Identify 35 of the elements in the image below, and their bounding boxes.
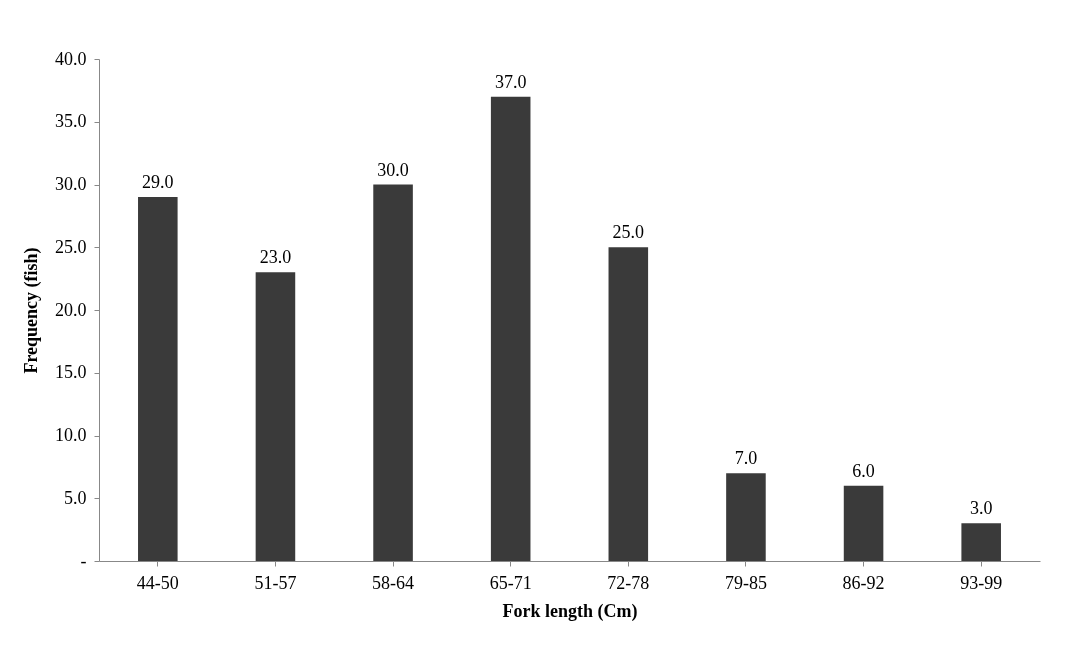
bar <box>608 247 649 561</box>
x-axis-title: Fork length (Cm) <box>502 600 638 622</box>
data-label: 29.0 <box>142 172 174 193</box>
bar <box>843 485 884 561</box>
x-tick-label: 72-78 <box>607 572 650 593</box>
y-tick-label: 10.0 <box>55 425 87 445</box>
y-tick-label: 35.0 <box>55 111 87 132</box>
bar <box>255 272 296 561</box>
data-label: 25.0 <box>612 222 645 243</box>
y-tick-label: 15.0 <box>55 362 87 383</box>
x-tick-label: 79-85 <box>724 572 767 593</box>
y-tick-label: 25.0 <box>55 236 87 257</box>
y-axis-title: Frequency (fish) <box>21 247 42 374</box>
data-label: 30.0 <box>377 159 409 180</box>
bar <box>490 96 531 561</box>
x-tick-label: 93-99 <box>960 572 1003 593</box>
bar <box>138 197 178 561</box>
y-tick-label: 30.0 <box>55 174 87 194</box>
bar <box>726 473 766 561</box>
y-tick-label: 5.0 <box>64 487 87 508</box>
data-label: 37.0 <box>494 71 527 92</box>
x-tick-label: 65-71 <box>489 572 532 593</box>
x-tick-label: 44-50 <box>136 572 179 593</box>
x-tick-label: 51-57 <box>254 572 297 593</box>
bar <box>961 523 1001 561</box>
data-label: 23.0 <box>259 247 292 268</box>
x-tick-label: 58-64 <box>372 572 415 593</box>
y-tick-label: 40.0 <box>55 48 87 69</box>
y-tick-label: - <box>80 550 87 571</box>
bar <box>373 184 413 561</box>
data-label: 6.0 <box>852 460 875 481</box>
x-tick-label: 86-92 <box>842 572 885 593</box>
y-tick-label: 20.0 <box>55 299 87 320</box>
data-label: 7.0 <box>734 448 758 469</box>
data-label: 3.0 <box>969 498 993 519</box>
